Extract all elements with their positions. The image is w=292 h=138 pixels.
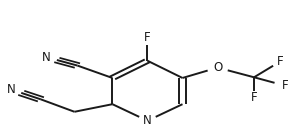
Text: F: F	[281, 79, 288, 92]
Text: O: O	[213, 61, 222, 74]
Text: N: N	[42, 51, 51, 64]
Text: N: N	[143, 114, 152, 127]
Text: F: F	[251, 91, 257, 104]
Text: F: F	[144, 31, 151, 44]
Text: N: N	[7, 83, 16, 96]
Text: F: F	[277, 55, 284, 68]
